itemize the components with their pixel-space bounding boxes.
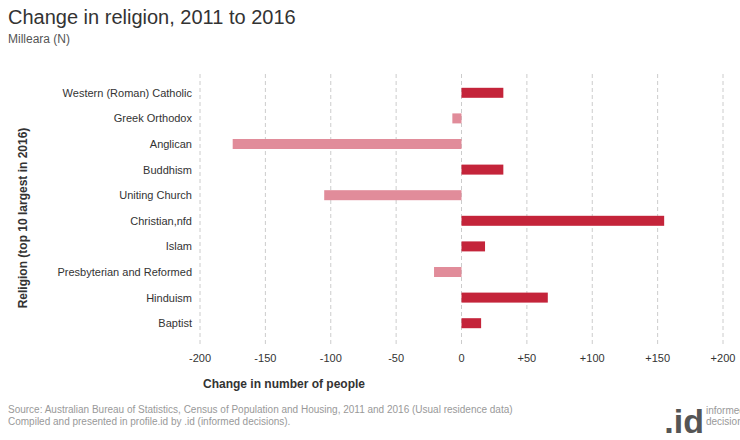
tick-label: 0 xyxy=(458,352,464,364)
source: Source: Australian Bureau of Statistics,… xyxy=(8,404,513,415)
tick-label: -150 xyxy=(254,352,276,364)
grid xyxy=(200,74,723,346)
grid-line xyxy=(526,74,527,346)
bar xyxy=(462,165,504,175)
grid-line xyxy=(657,74,658,346)
category-label: Greek Orthodox xyxy=(114,112,193,124)
x-axis-title: Change in number of people xyxy=(203,377,365,391)
category-label: Buddhism xyxy=(143,164,192,176)
logo-text: informed xyxy=(706,405,740,416)
title: Change in religion, 2011 to 2016 xyxy=(8,6,296,28)
bars xyxy=(233,88,664,328)
category-label: Hinduism xyxy=(146,292,192,304)
category-label: Anglican xyxy=(150,138,192,150)
tick-label: -50 xyxy=(388,352,404,364)
tick-label: -100 xyxy=(320,352,342,364)
logo-mark: .id xyxy=(664,402,704,440)
category-label: Western (Roman) Catholic xyxy=(63,87,193,99)
y-axis-title: Religion (top 10 largest in 2016) xyxy=(16,128,30,309)
grid-line xyxy=(330,74,331,346)
category-label: Islam xyxy=(166,240,192,252)
bar xyxy=(462,241,486,251)
subtitle: Milleara (N) xyxy=(8,32,70,46)
bar xyxy=(462,216,665,226)
grid-line xyxy=(723,74,724,346)
bar xyxy=(233,139,462,149)
grid-line xyxy=(200,74,201,346)
logo-text: decisions xyxy=(706,416,740,427)
category-label: Christian,nfd xyxy=(130,215,192,227)
bar xyxy=(324,190,461,200)
tick-label: +200 xyxy=(711,352,736,364)
tick-label: +100 xyxy=(580,352,605,364)
chart: Change in religion, 2011 to 2016 Milleara… xyxy=(0,0,740,440)
bar xyxy=(452,113,461,123)
bar xyxy=(462,88,504,98)
tick-label: +50 xyxy=(518,352,537,364)
grid-line xyxy=(592,74,593,346)
bar xyxy=(462,318,482,328)
grid-line xyxy=(265,74,266,346)
category-label: Baptist xyxy=(158,317,192,329)
category-label: Uniting Church xyxy=(119,189,192,201)
grid-line xyxy=(396,74,397,346)
tick-label: -200 xyxy=(189,352,211,364)
bar xyxy=(434,267,461,277)
source: Compiled and presented in profile.id by … xyxy=(8,416,290,427)
bar xyxy=(462,293,548,303)
tick-label: +150 xyxy=(645,352,670,364)
category-label: Presbyterian and Reformed xyxy=(57,266,192,278)
